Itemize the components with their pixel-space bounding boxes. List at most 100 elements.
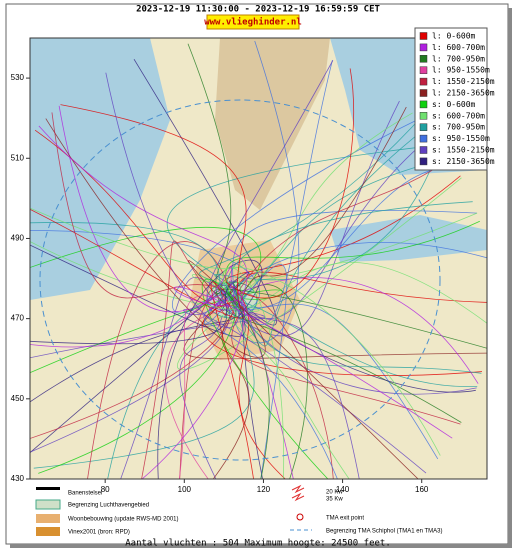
legend-label: s: 0-600m bbox=[432, 100, 476, 109]
legend-label: l: 950-1550m bbox=[432, 66, 490, 75]
legend-label: l: 0-600m bbox=[432, 32, 476, 41]
x-tick-label: 100 bbox=[178, 485, 192, 494]
flight-track bbox=[30, 265, 232, 348]
legend-text: Woonbebouwing (update RWS-MD 2001) bbox=[68, 517, 179, 523]
flight-track bbox=[224, 315, 350, 479]
legend: l: 0-600m l: 600-700m l: 700-950m l: 950-15… bbox=[419, 32, 495, 166]
flight-track bbox=[30, 230, 261, 311]
x-tick-label: 160 bbox=[415, 485, 429, 494]
legend-swatch bbox=[419, 89, 428, 97]
flight-track bbox=[235, 60, 333, 325]
y-tick-label: 450 bbox=[11, 394, 25, 403]
runway-swatch bbox=[36, 487, 60, 490]
legend-swatch bbox=[419, 32, 428, 40]
x-tick-label: 140 bbox=[336, 485, 350, 494]
flight-track bbox=[166, 144, 441, 281]
legend-text: Banenstelsel bbox=[68, 491, 102, 497]
site-link[interactable]: www.vlieghinder.nl bbox=[204, 17, 302, 28]
flight-track bbox=[38, 282, 238, 474]
map-legend: Banenstelsel Begrenzing Luchthavengebied… bbox=[35, 484, 443, 536]
flight-track bbox=[231, 311, 461, 425]
flight-track bbox=[192, 212, 478, 299]
legend-swatch bbox=[419, 112, 428, 120]
flight-track bbox=[203, 295, 338, 479]
legend-text: TMA exit point bbox=[326, 516, 364, 522]
legend-swatch bbox=[419, 100, 428, 109]
legend-text: 35 Kw bbox=[326, 497, 343, 503]
legend-label: l: 1550-2150m bbox=[432, 77, 495, 86]
y-tick-label: 510 bbox=[11, 153, 25, 162]
shadow bbox=[10, 544, 510, 548]
legend-swatch bbox=[419, 123, 428, 131]
flight-track bbox=[208, 277, 479, 384]
legend-label: s: 600-700m bbox=[432, 111, 485, 120]
legend-label: s: 1550-2150m bbox=[432, 146, 495, 155]
flight-track bbox=[214, 144, 441, 285]
map-border bbox=[29, 37, 488, 480]
flight-track bbox=[60, 104, 247, 309]
legend-swatch bbox=[419, 66, 428, 74]
shadow bbox=[508, 8, 512, 548]
swatch bbox=[36, 527, 60, 536]
flight-track bbox=[237, 312, 360, 479]
swatch bbox=[36, 514, 60, 523]
land-north bbox=[215, 38, 330, 210]
flight-track bbox=[58, 105, 228, 313]
tracks bbox=[30, 40, 487, 479]
flight-track bbox=[157, 259, 263, 479]
flight-track bbox=[179, 316, 223, 479]
flight-track bbox=[226, 100, 400, 337]
legend-swatch bbox=[419, 43, 428, 52]
exit-icon bbox=[296, 513, 304, 521]
legend-swatch bbox=[419, 134, 428, 143]
tma-boundary bbox=[39, 99, 441, 461]
legend-text: Vinex2001 (bron: RPD) bbox=[68, 530, 130, 536]
flight-track bbox=[239, 303, 439, 460]
flight-track bbox=[206, 60, 334, 311]
period: 2023-12-19 11:30:00 - 2023-12-19 16:59:5… bbox=[136, 5, 380, 15]
flight-track bbox=[45, 118, 266, 358]
flight-track bbox=[228, 292, 334, 479]
flight-track bbox=[214, 288, 487, 349]
flight-track bbox=[225, 68, 354, 299]
legend-label: s: 950-1550m bbox=[432, 134, 490, 143]
flight-track bbox=[141, 300, 245, 479]
flight-track bbox=[178, 295, 233, 479]
flight-track bbox=[232, 286, 294, 479]
flight-track bbox=[30, 240, 260, 312]
flight-track bbox=[225, 290, 270, 479]
flight-track bbox=[239, 106, 407, 304]
y-tick-label: 490 bbox=[11, 234, 25, 243]
legend-label: s: 700-950m bbox=[432, 123, 485, 132]
legend-swatch bbox=[419, 55, 428, 63]
flight-track bbox=[173, 286, 453, 439]
x-tick-label: 120 bbox=[257, 485, 271, 494]
legend-label: s: 2150-3650m bbox=[432, 157, 495, 166]
flight-track bbox=[234, 157, 451, 298]
flight-track bbox=[141, 240, 227, 479]
flight-track bbox=[233, 40, 300, 344]
footer: Aantal vluchten : 504 Maximum hoogte: 24… bbox=[125, 539, 391, 549]
flight-track bbox=[176, 177, 462, 371]
flight-track bbox=[38, 125, 248, 308]
x-tick-label: 80 bbox=[101, 485, 110, 494]
flight-track bbox=[105, 72, 240, 329]
legend-text: 20 Kw bbox=[326, 490, 343, 496]
flight-track bbox=[231, 112, 413, 303]
legend-swatch bbox=[419, 146, 428, 154]
flight-track bbox=[210, 281, 254, 479]
legend-text: Begrenzing TMA Schiphol (TMA1 en TMA3) bbox=[326, 529, 443, 535]
y-tick-label: 470 bbox=[11, 314, 25, 323]
flight-track bbox=[228, 262, 487, 324]
flight-track bbox=[204, 242, 487, 325]
axes: 80 100 120 140 160 530 510 490 470 450 430 bbox=[11, 73, 429, 494]
flight-track bbox=[188, 260, 419, 479]
y-tick-label: 430 bbox=[11, 474, 25, 483]
flight-track bbox=[222, 266, 441, 456]
map bbox=[29, 37, 488, 480]
legend-swatch bbox=[419, 77, 428, 86]
site-badge bbox=[206, 14, 300, 30]
flight-track bbox=[240, 127, 427, 347]
